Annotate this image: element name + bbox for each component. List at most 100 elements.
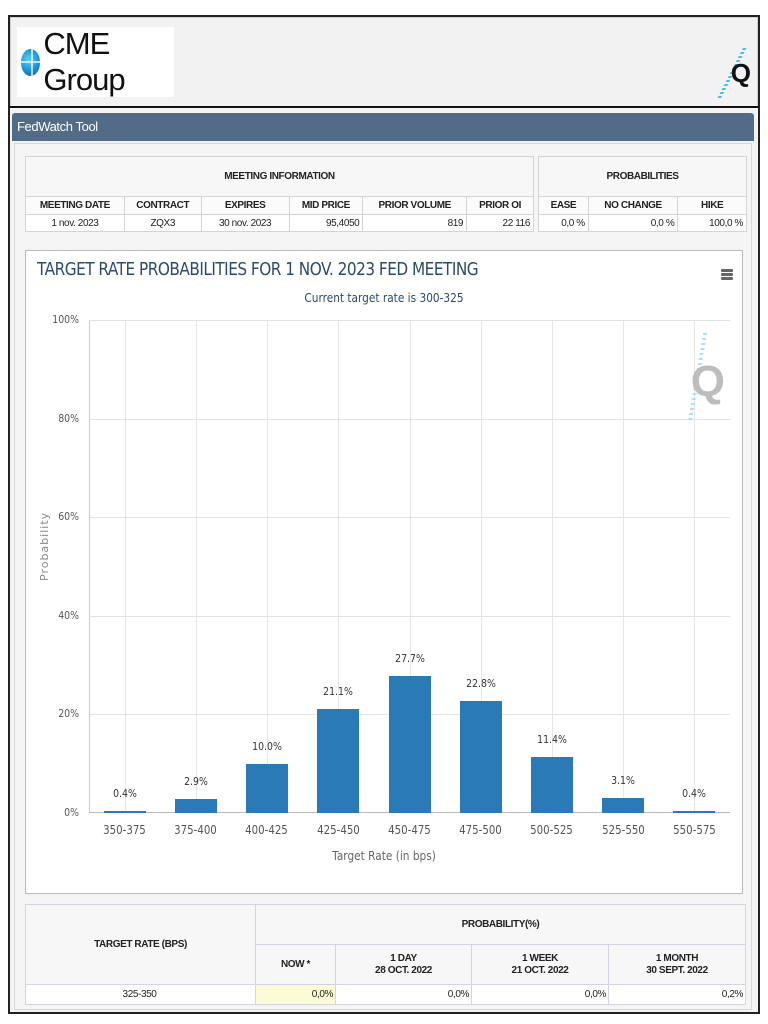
bar-value-label: 27.7% (395, 652, 425, 666)
plot-area: 0% 20% 40% 60% 80% 100% 0.4% 350-375 2.9% 375-400… (52, 313, 730, 837)
x-tick-label: 350-375 (103, 823, 146, 837)
x-tick-label: 500-525 (530, 823, 573, 837)
prior-volume-value: 819 (362, 214, 468, 232)
chart-subtitle: Current target rate is 300-325 (304, 291, 464, 305)
probabilities-table: PROBABILITIES EASE NO CHANGE HIKE 0,0 % … (538, 156, 747, 232)
header: CME Group Q (10, 17, 758, 106)
col-1-day: 1 DAY 28 OCT. 2022 (335, 944, 472, 985)
bar-value-label: 10.0% (252, 739, 282, 753)
ease-value: 0,0 % (538, 214, 589, 232)
q-watermark-icon: Q (681, 333, 731, 428)
x-tick-label: 425-450 (317, 823, 360, 837)
meeting-information-table: MEETING INFORMATION MEETING DATE CONTRAC… (25, 156, 534, 232)
bar-450-475[interactable] (389, 676, 431, 813)
bar-value-label: 22.8% (466, 676, 496, 690)
q-logo-letter: Q (730, 58, 751, 88)
x-axis-label: Target Rate (in bps) (332, 849, 436, 863)
bar-value-label: 0.4% (682, 787, 706, 801)
col-1-month: 1 MONTH 30 SEPT. 2022 (608, 944, 746, 985)
x-tick-label: 450-475 (388, 823, 431, 837)
bar-value-label: 2.9% (184, 774, 208, 788)
col-prior-oi: PRIOR OI (466, 196, 534, 215)
bar-350-375[interactable] (104, 811, 146, 813)
col-contract: CONTRACT (123, 196, 202, 215)
page-frame: CME Group Q FedWatch Tool MEETING INFORM… (8, 15, 760, 1014)
1-week-value: 0,0% (471, 984, 609, 1005)
probability-header: PROBABILITY(%) (255, 904, 746, 945)
x-tick-label: 400-425 (245, 823, 288, 837)
1-month-value: 0,2% (608, 984, 746, 1005)
bar-value-label: 21.1% (323, 684, 353, 698)
bar-400-425[interactable] (246, 763, 288, 813)
probabilities-header: PROBABILITIES (538, 156, 747, 197)
table-row: 325-350 0,0% 0,0% 0,0% 0,2% (25, 984, 746, 1005)
table-row: 0,0 % 0,0 % 100,0 % (538, 214, 747, 232)
gridline (89, 418, 730, 420)
col-ease: EASE (538, 196, 589, 215)
gridline (338, 320, 339, 813)
globe-icon (21, 48, 41, 76)
meeting-date-value: 1 nov. 2023 (25, 214, 125, 232)
gridline (410, 320, 411, 813)
x-tick-label: 550-575 (673, 823, 716, 837)
gridline (125, 320, 126, 813)
contract-value: ZQX3 (123, 214, 202, 232)
col-hike: HIKE (677, 196, 747, 215)
content-panel: MEETING INFORMATION MEETING DATE CONTRAC… (14, 143, 752, 1010)
gridline (196, 320, 197, 813)
col-no-change: NO CHANGE (587, 196, 679, 215)
meeting-information-header: MEETING INFORMATION (25, 156, 534, 197)
1-day-value: 0,0% (335, 984, 472, 1005)
x-tick-label: 475-500 (459, 823, 502, 837)
table-row: 1 nov. 2023 ZQX3 30 nov. 2023 95,4050 81… (25, 214, 534, 232)
gridline (89, 517, 730, 519)
target-rate-header: TARGET RATE (BPS) (25, 904, 256, 985)
y-tick-label: 0% (64, 806, 79, 819)
gridline (552, 320, 553, 813)
mid-price-value: 95,4050 (288, 214, 364, 232)
quikstrike-logo: Q (721, 48, 751, 98)
gridline (623, 320, 624, 813)
gridline (89, 615, 730, 617)
y-tick-label: 20% (58, 707, 79, 721)
bar-525-550[interactable] (602, 797, 644, 813)
now-value: 0,0% (255, 984, 336, 1005)
no-change-value: 0,0 % (587, 214, 679, 232)
bar-550-575[interactable] (673, 811, 715, 813)
col-meeting-date: MEETING DATE (25, 196, 125, 215)
y-axis (89, 320, 90, 813)
x-tick-label: 375-400 (174, 823, 217, 837)
bar-value-label: 0.4% (113, 787, 137, 801)
bar-value-label: 3.1% (611, 773, 635, 787)
col-now: NOW * (255, 944, 336, 985)
cme-group-logo[interactable]: CME Group (17, 26, 174, 97)
fedwatch-tool-bar: FedWatch Tool (12, 113, 754, 141)
target-rate-probability-table: TARGET RATE (BPS) PROBABILITY(%) NOW * 1… (25, 904, 746, 1005)
y-tick-label: 100% (52, 313, 79, 326)
bar-value-label: 11.4% (537, 732, 567, 746)
gridline (481, 320, 482, 813)
gridline (694, 320, 695, 813)
x-tick-label: 525-550 (602, 823, 645, 837)
col-mid-price: MID PRICE (288, 196, 364, 215)
col-prior-volume: PRIOR VOLUME (362, 196, 468, 215)
y-tick-label: 40% (58, 608, 79, 622)
chart-title: TARGET RATE PROBABILITIES FOR 1 NOV. 202… (37, 259, 479, 280)
bar-475-500[interactable] (460, 700, 502, 813)
expires-value: 30 nov. 2023 (200, 214, 290, 232)
logo-text: CME Group (43, 26, 125, 97)
gridline (267, 320, 268, 813)
hamburger-menu-icon[interactable] (721, 269, 733, 280)
prior-oi-value: 22 116 (466, 214, 534, 232)
col-expires: EXPIRES (200, 196, 290, 215)
col-1-week: 1 WEEK 21 OCT. 2022 (471, 944, 609, 985)
hike-value: 100,0 % (677, 214, 747, 232)
target-rate-chart: TARGET RATE PROBABILITIES FOR 1 NOV. 202… (25, 250, 743, 894)
y-tick-label: 60% (58, 510, 79, 524)
y-tick-label: 80% (58, 411, 79, 425)
tool-title: FedWatch Tool (17, 119, 98, 134)
bar-425-450[interactable] (317, 708, 359, 813)
gridline (89, 320, 730, 321)
bar-500-525[interactable] (531, 756, 573, 813)
bar-375-400[interactable] (175, 798, 217, 813)
